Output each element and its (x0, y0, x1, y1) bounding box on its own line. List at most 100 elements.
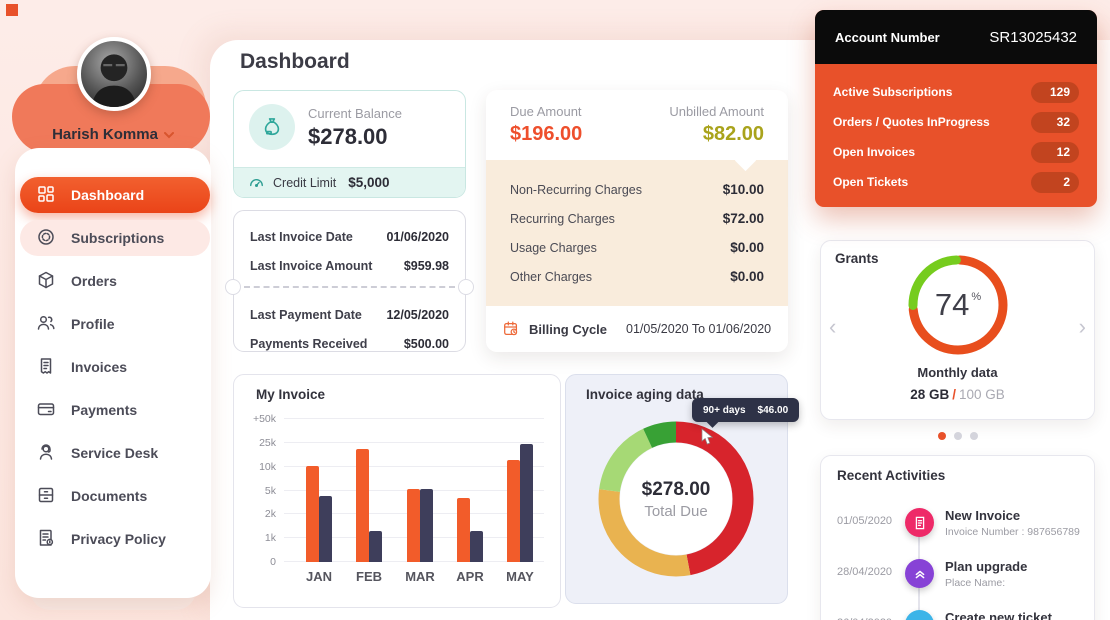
billing-cycle-label: Billing Cycle (529, 321, 608, 337)
last-payment-group: Last Payment Date 12/05/2020 Payments Rece… (234, 300, 465, 358)
charge-value: $72.00 (722, 211, 764, 226)
donut-hole (620, 443, 732, 555)
sidebar-item-label: Documents (71, 488, 148, 504)
account-stat-label: Active Subscriptions (833, 85, 953, 99)
activity-item[interactable]: 01/05/2020 New Invoice Invoice Number : 98… (821, 505, 1094, 541)
grants-title: Grants (835, 251, 879, 266)
avatar[interactable] (77, 37, 151, 111)
sidebar-item-orders[interactable]: Orders (20, 263, 210, 299)
privacy-policy-lock-icon (36, 528, 56, 551)
carousel-dot-2[interactable] (970, 432, 978, 440)
bar-group-mar[interactable] (407, 419, 433, 562)
ticket-row: Last Payment Date 12/05/2020 (250, 300, 449, 329)
sidebar-item-dashboard[interactable]: Dashboard (20, 177, 210, 213)
carousel-dot-0[interactable] (938, 432, 946, 440)
payments-bar[interactable] (369, 531, 382, 562)
donut-chart[interactable]: $278.00 Total Due (596, 419, 756, 579)
sidebar-item-service-desk[interactable]: Service Desk (20, 435, 210, 471)
x-axis-category-label: MAY (506, 569, 534, 584)
decorative-square (6, 4, 18, 16)
count-badge: 12 (1031, 141, 1079, 163)
payments-bar[interactable] (420, 489, 433, 562)
gridline (284, 418, 544, 419)
payments-bar[interactable] (319, 496, 332, 562)
tooltip-value: $46.00 (757, 404, 789, 416)
activity-title: Plan upgrade (945, 559, 1028, 574)
charge-label: Usage Charges (510, 240, 597, 255)
calendar-clock-icon (504, 321, 518, 336)
donut-segment[interactable] (598, 421, 754, 577)
count-badge: 129 (1031, 81, 1079, 103)
sidebar-item-label: Orders (71, 273, 117, 289)
carousel-next-arrow[interactable]: › (1078, 314, 1086, 339)
usage-percent: 74% (934, 287, 982, 322)
account-stat-label: Open Tickets (833, 175, 909, 189)
charge-label: Recurring Charges (510, 211, 615, 226)
account-stat-label: Open Invoices (833, 145, 916, 159)
bar-chart-plot[interactable]: 0 1k 2k 5k 10k 25k +50k JAN FEB MAR APR MAY (253, 413, 544, 584)
charge-value: $0.00 (730, 269, 764, 284)
bar-group-feb[interactable] (356, 419, 382, 562)
sidebar-item-documents[interactable]: Documents (20, 478, 210, 514)
activity-subtitle: Invoice Number : 987656789 (945, 526, 1080, 538)
account-stat-row: Active Subscriptions 129 (833, 77, 1079, 107)
current-balance-card: Current Balance $278.00 Credit Limit $5,… (233, 90, 466, 198)
account-number-header: Account Number SR13025432 (815, 10, 1097, 64)
ticket-icon (905, 610, 934, 620)
gauge-icon (250, 179, 263, 188)
billing-cycle-dates: 01/05/2020 To 01/06/2020 (626, 322, 772, 336)
due-card-header: Due Amount $196.00 Unbilled Amount $82.0… (486, 90, 788, 160)
invoiced-bar[interactable] (457, 498, 470, 562)
money-bag-icon (249, 104, 295, 150)
bar-group-apr[interactable] (457, 419, 483, 562)
due-amount-label: Due Amount (510, 104, 582, 119)
bar-group-may[interactable] (507, 419, 533, 562)
sidebar-item-payments[interactable]: Payments (20, 392, 210, 428)
donut-segment[interactable] (598, 421, 754, 577)
credit-limit-value: $5,000 (348, 175, 390, 190)
service-desk-agent-icon (36, 442, 56, 465)
invoiced-bar[interactable] (356, 449, 369, 562)
payments-bar[interactable] (470, 531, 483, 562)
ticket-row-value: 01/06/2020 (386, 229, 449, 244)
account-stats: Active Subscriptions 129 Orders / Quotes I… (815, 64, 1097, 207)
ticket-row-label: Last Invoice Amount (250, 258, 373, 273)
hand-cursor-icon (701, 428, 714, 445)
sidebar-item-privacy-policy[interactable]: Privacy Policy (20, 521, 210, 557)
x-axis-category-label: FEB (356, 569, 382, 584)
charge-row: Usage Charges $0.00 (510, 240, 764, 255)
invoiced-bar[interactable] (306, 465, 319, 562)
usage-divider: / (952, 387, 956, 402)
chevron-down-icon (163, 126, 174, 143)
charge-row: Non-Recurring Charges $10.00 (510, 182, 764, 197)
sidebar-item-invoices[interactable]: Invoices (20, 349, 210, 385)
usage-text: 28 GB/100 GB (821, 387, 1094, 402)
invoiced-bar[interactable] (407, 489, 420, 562)
carousel-dot-1[interactable] (954, 432, 962, 440)
activity-item[interactable]: 28/04/2020 Plan upgrade Place Name: (821, 556, 1094, 592)
bar-chart-title: My Invoice (256, 387, 326, 402)
used-amount: 28 GB (910, 387, 950, 402)
total-amount: 100 GB (959, 387, 1005, 402)
tooltip-label: 90+ days (703, 404, 746, 416)
charge-value: $0.00 (730, 240, 764, 255)
sidebar-item-subscriptions[interactable]: Subscriptions (20, 220, 210, 256)
charge-label: Non-Recurring Charges (510, 182, 643, 197)
ticket-row: Payments Received $500.00 (250, 329, 449, 358)
due-amount-value: $196.00 (510, 123, 583, 145)
account-stat-row: Orders / Quotes InProgress 32 (833, 107, 1079, 137)
payments-bar[interactable] (520, 443, 533, 562)
sidebar-item-label: Invoices (71, 359, 128, 375)
donut-chart-title: Invoice aging data (586, 387, 704, 402)
invoiced-bar[interactable] (507, 460, 520, 562)
carousel-prev-arrow[interactable]: ‹ (829, 314, 837, 339)
ticket-row-value: $959.98 (403, 258, 449, 273)
account-stat-row: Open Tickets 2 (833, 167, 1079, 197)
orders-cube-icon (36, 270, 56, 293)
user-menu[interactable]: Harish Komma (15, 126, 211, 143)
sidebar-item-profile[interactable]: Profile (20, 306, 210, 342)
activity-item[interactable]: 26/04/2020 Create new ticket (821, 607, 1094, 620)
ticket-row: Last Invoice Date 01/06/2020 (250, 222, 449, 251)
sidebar-item-label: Privacy Policy (71, 531, 166, 547)
bar-group-jan[interactable] (306, 419, 332, 562)
